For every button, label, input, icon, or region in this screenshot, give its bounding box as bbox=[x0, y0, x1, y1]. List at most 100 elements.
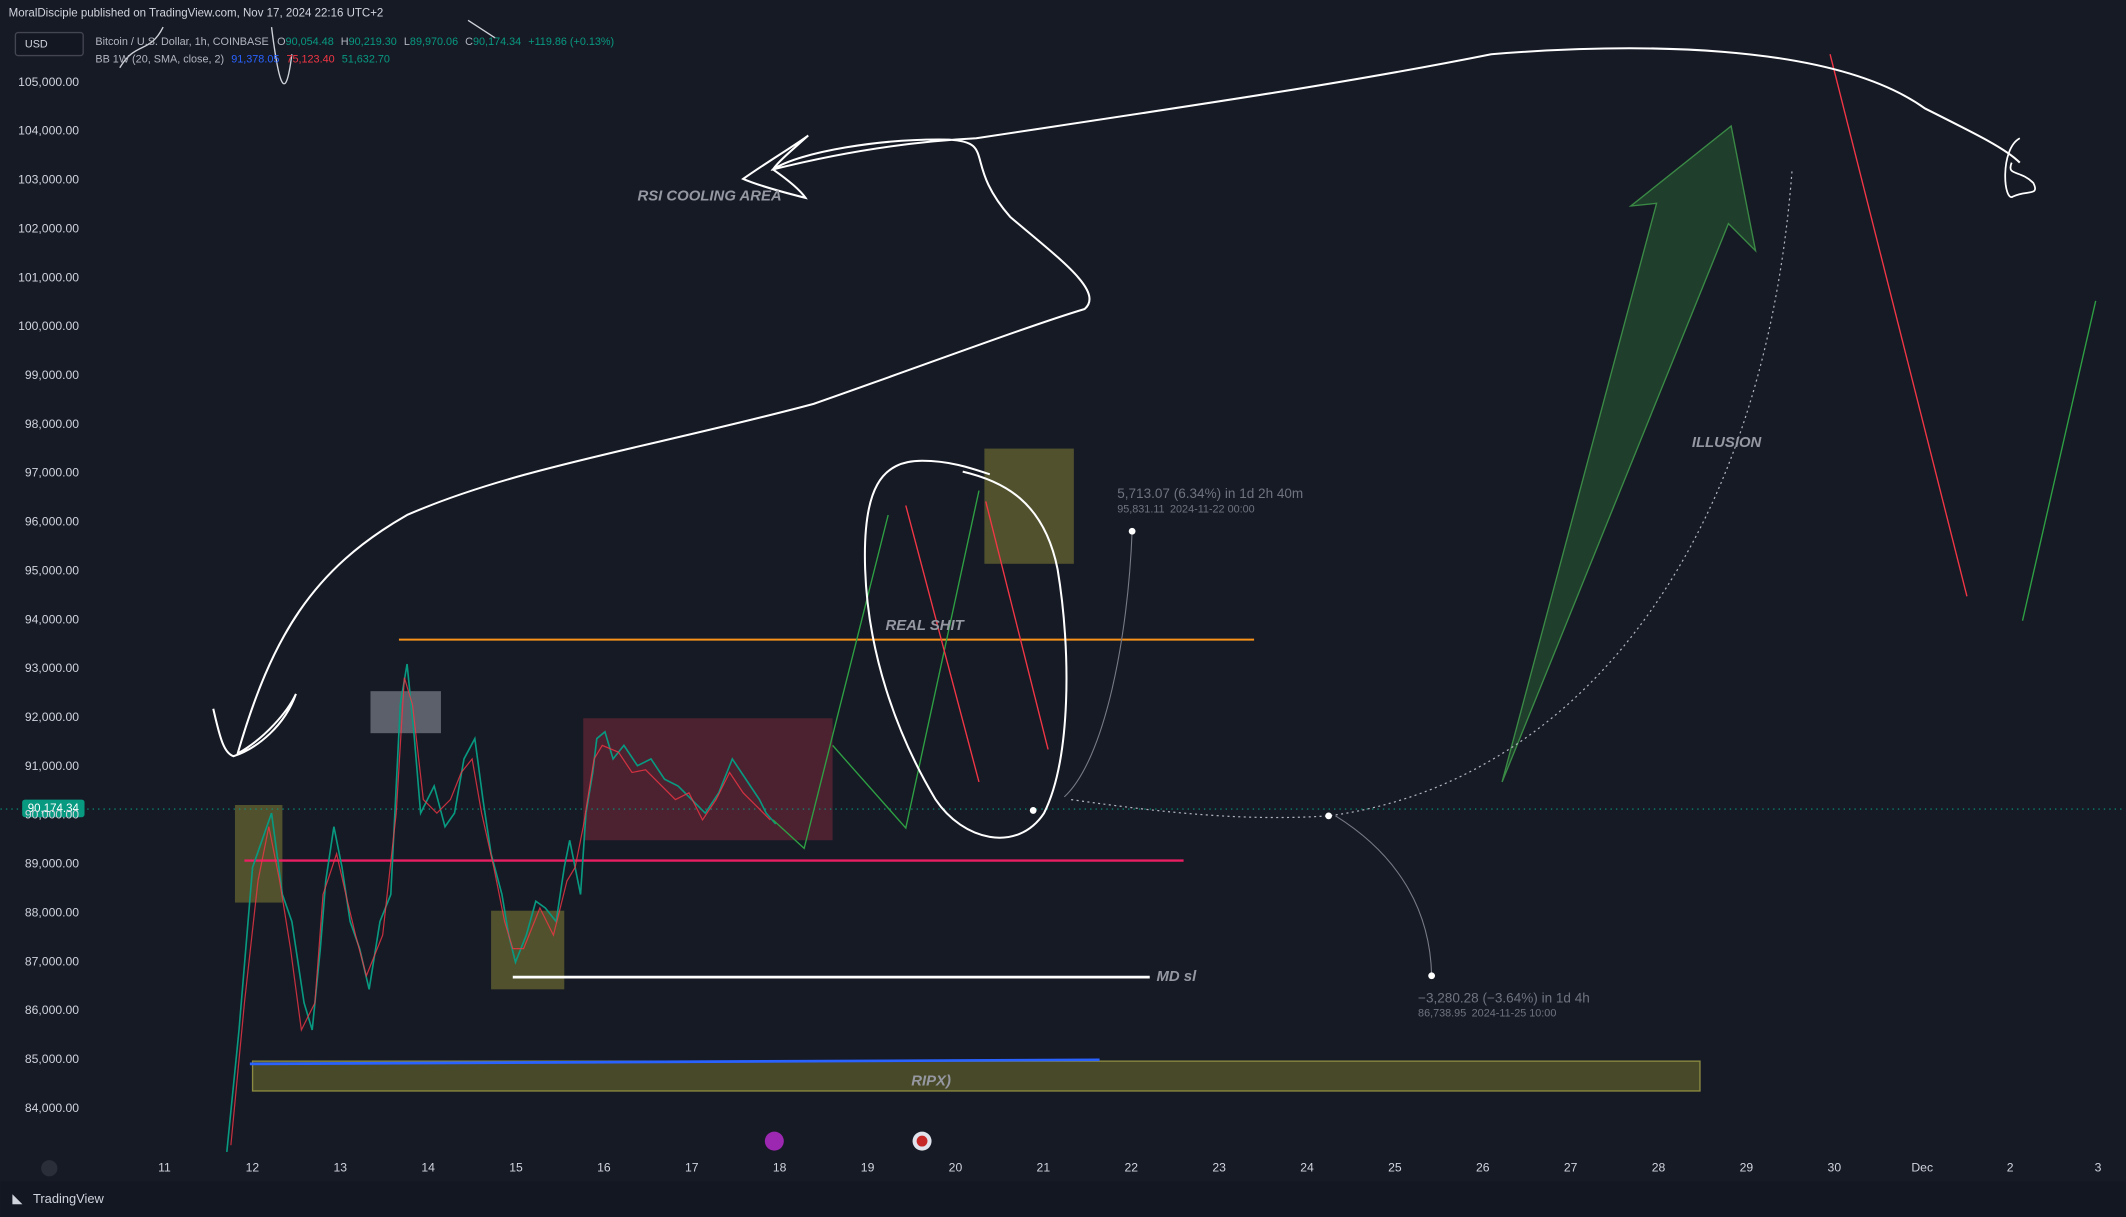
zone bbox=[370, 691, 441, 734]
change: +119.86 (+0.13%) bbox=[528, 36, 614, 48]
illusion-arrow bbox=[1501, 124, 1757, 783]
measure-price: 95,831.11 bbox=[1117, 503, 1164, 515]
time-label: 23 bbox=[1212, 1160, 1226, 1174]
ohlc-label: L bbox=[404, 36, 410, 48]
projection bbox=[832, 490, 980, 830]
time-label: 16 bbox=[597, 1160, 611, 1174]
price-path bbox=[230, 677, 771, 1146]
ohlc-value: 90,054.48 bbox=[286, 36, 334, 48]
freehand bbox=[2004, 137, 2036, 198]
projection bbox=[772, 514, 889, 850]
projection bbox=[2021, 300, 2097, 621]
price-label: 93,000.00 bbox=[25, 661, 79, 675]
price-label: 103,000.00 bbox=[18, 173, 79, 187]
price-label: 94,000.00 bbox=[25, 612, 79, 626]
ohlc-value: 89,970.06 bbox=[410, 36, 458, 48]
indicator-value: 91,378.05 bbox=[231, 53, 279, 65]
point bbox=[1428, 972, 1436, 980]
price-label: 86,000.00 bbox=[25, 1003, 79, 1017]
time-label: 29 bbox=[1740, 1160, 1754, 1174]
time-label: 22 bbox=[1124, 1160, 1138, 1174]
indicator-value: 51,632.70 bbox=[342, 53, 390, 65]
projection bbox=[1829, 54, 1968, 597]
price-label: 105,000.00 bbox=[18, 75, 79, 89]
price-label: 96,000.00 bbox=[25, 515, 79, 529]
event-icon-inner bbox=[916, 1135, 928, 1147]
annotation: RSI COOLING AREA bbox=[637, 188, 781, 204]
level-line bbox=[249, 1058, 1100, 1066]
event-icon[interactable] bbox=[764, 1131, 784, 1151]
annotation: ILLUSION bbox=[1692, 435, 1763, 451]
time-label: 27 bbox=[1564, 1160, 1578, 1174]
indicator-line: BB 1W (20, SMA, close, 2) 91,378.05 75,1… bbox=[95, 53, 390, 65]
current-price: 90,174.34 bbox=[28, 803, 80, 815]
time-label: 20 bbox=[949, 1160, 963, 1174]
indicator-value: 75,123.40 bbox=[286, 53, 334, 65]
time-label: 12 bbox=[246, 1160, 260, 1174]
freehand-loop bbox=[863, 459, 1068, 839]
time-label: 15 bbox=[509, 1160, 523, 1174]
time-label: 11 bbox=[158, 1160, 171, 1174]
ohlc-label: H bbox=[341, 36, 349, 48]
ohlc-value: 90,219.30 bbox=[349, 36, 397, 48]
zone bbox=[583, 718, 833, 841]
price-label: 104,000.00 bbox=[18, 124, 79, 138]
time-label: 17 bbox=[685, 1160, 699, 1174]
point bbox=[1325, 812, 1333, 820]
measure-info: 95,831.11 2024-11-22 00:00 bbox=[1117, 503, 1254, 515]
annotation: RIPX) bbox=[911, 1073, 951, 1089]
currency[interactable]: USD bbox=[25, 39, 48, 51]
brand-logo: ◣ bbox=[12, 1192, 23, 1206]
point bbox=[1128, 527, 1136, 535]
freehand bbox=[119, 19, 496, 85]
price-label: 100,000.00 bbox=[18, 319, 79, 333]
annotation: MD sl bbox=[1157, 969, 1198, 985]
measure-line bbox=[1335, 815, 1433, 976]
time-label: 13 bbox=[333, 1160, 347, 1174]
time-label: 14 bbox=[421, 1160, 435, 1174]
price-label: 85,000.00 bbox=[25, 1052, 79, 1066]
zone bbox=[234, 805, 283, 903]
ripx-zone bbox=[251, 1060, 1701, 1092]
footer-bar bbox=[0, 1181, 2126, 1217]
price-label: 89,000.00 bbox=[25, 857, 79, 871]
price-label: 95,000.00 bbox=[25, 563, 79, 577]
legend-line: Bitcoin / U.S. Dollar, 1h, COINBASE O90,… bbox=[95, 36, 614, 48]
time-label: 24 bbox=[1300, 1160, 1314, 1174]
measure-price: 86,738.95 bbox=[1418, 1008, 1466, 1020]
scale-button[interactable] bbox=[41, 1160, 58, 1177]
time-label: Dec bbox=[1911, 1160, 1933, 1174]
price-label: 84,000.00 bbox=[25, 1101, 79, 1115]
price-label: 99,000.00 bbox=[25, 368, 79, 382]
freehand bbox=[212, 47, 2021, 758]
time-label: 21 bbox=[1037, 1160, 1051, 1174]
price-label: 97,000.00 bbox=[25, 466, 79, 480]
price-label: 98,000.00 bbox=[25, 417, 79, 431]
time-label: 28 bbox=[1652, 1160, 1666, 1174]
currency-button[interactable] bbox=[14, 31, 84, 57]
price-label: 88,000.00 bbox=[25, 905, 79, 919]
price-label: 92,000.00 bbox=[25, 710, 79, 724]
measure-time: 2024-11-22 00:00 bbox=[1170, 503, 1255, 515]
projection bbox=[905, 505, 980, 783]
price-label: 102,000.00 bbox=[18, 221, 79, 235]
time-label: 3 bbox=[2095, 1160, 2102, 1174]
curve bbox=[1071, 169, 1793, 819]
measure-line bbox=[1063, 531, 1133, 798]
annotation: REAL SHIT bbox=[885, 618, 965, 634]
time-label: 19 bbox=[861, 1160, 875, 1174]
price-label: 90,000.00 bbox=[25, 808, 79, 822]
measure-change: −3,280.28 (−3.64%) in 1d 4h bbox=[1418, 990, 1590, 1005]
measure-time: 2024-11-25 10:00 bbox=[1472, 1008, 1557, 1020]
time-label: 26 bbox=[1476, 1160, 1490, 1174]
price-label: 87,000.00 bbox=[25, 954, 79, 968]
symbol: Bitcoin / U.S. Dollar, 1h, COINBASE bbox=[95, 36, 268, 48]
time-label: 25 bbox=[1388, 1160, 1402, 1174]
point bbox=[1029, 807, 1037, 814]
publisher: MoralDisciple published on TradingView.c… bbox=[9, 8, 384, 20]
brand: TradingView bbox=[33, 1191, 104, 1206]
time-label: 2 bbox=[2007, 1160, 2014, 1174]
ohlc-label: O bbox=[277, 36, 285, 48]
time-label: 18 bbox=[773, 1160, 787, 1174]
